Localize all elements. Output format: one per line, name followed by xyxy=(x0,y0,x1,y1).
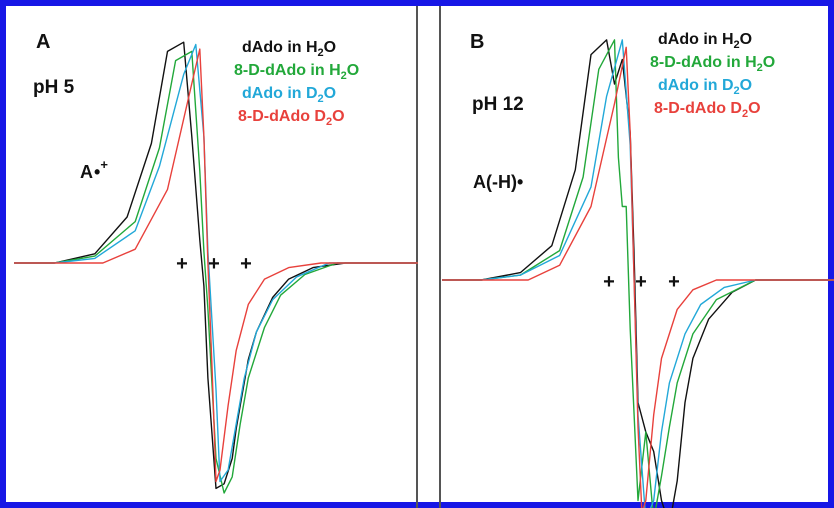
trace-dado-d2o xyxy=(14,43,418,483)
field-marker-plus: + xyxy=(208,253,220,275)
panel-b-legend: dAdo in H2O 8-D-dAdo in H2O dAdo in D2O 8-D… xyxy=(650,31,775,120)
panel-b-letter: B xyxy=(470,31,484,53)
trace-8d-dado-d2o xyxy=(14,48,418,483)
panel-a-legend: dAdo in H2O 8-D-dAdo in H2O dAdo in D2O 8-D… xyxy=(234,39,359,128)
legend-entry-dado-h2o: dAdo in H2O xyxy=(658,31,752,51)
trace-8d-dado-h2o xyxy=(14,50,418,494)
trace-8d-dado-h2o xyxy=(442,39,834,508)
trace-8d-dado-d2o xyxy=(442,46,834,508)
field-marker-plus: + xyxy=(635,271,647,293)
field-marker-plus: + xyxy=(176,253,188,275)
panel-a-traces xyxy=(14,41,418,494)
legend-entry-8d-dado-d2o: 8-D-dAdo D2O xyxy=(238,108,345,128)
panel-a-letter: A xyxy=(36,31,50,53)
field-marker-plus: + xyxy=(668,271,680,293)
panel-a-ph-label: pH 5 xyxy=(33,77,75,98)
field-marker-plus: + xyxy=(603,271,615,293)
panel-b-markers: + + + xyxy=(603,271,680,293)
legend-entry-dado-d2o: dAdo in D2O xyxy=(658,77,752,97)
legend-entry-8d-dado-d2o: 8-D-dAdo D2O xyxy=(654,100,761,120)
legend-entry-dado-d2o: dAdo in D2O xyxy=(242,85,336,105)
field-marker-plus: + xyxy=(240,253,252,275)
panel-a-radical-label: A•+ xyxy=(80,157,108,182)
panel-b-radical-label: A(-H)• xyxy=(473,172,523,192)
trace-dado-d2o xyxy=(442,39,834,508)
trace-dado-h2o xyxy=(14,41,418,490)
panel-b-traces xyxy=(442,39,834,508)
panel-b: B pH 12 A(-H)• dAdo in H2O 8-D-dAdo in H2… xyxy=(439,6,834,508)
legend-entry-8d-dado-h2o: 8-D-dAdo in H2O xyxy=(650,54,775,74)
legend-entry-8d-dado-h2o: 8-D-dAdo in H2O xyxy=(234,62,359,82)
legend-entry-dado-h2o: dAdo in H2O xyxy=(242,39,336,59)
trace-dado-h2o xyxy=(442,39,834,508)
panel-b-ph-label: pH 12 xyxy=(472,94,524,115)
panel-a-markers: + + + xyxy=(176,253,252,275)
